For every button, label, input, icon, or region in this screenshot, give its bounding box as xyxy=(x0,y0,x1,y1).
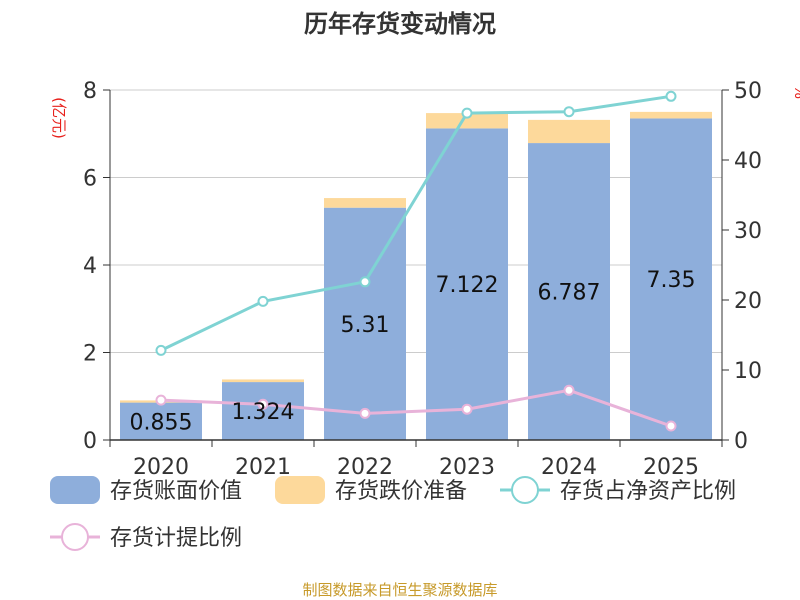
right-axis-tick-label: 0 xyxy=(734,429,748,454)
left-axis-tick-label: 6 xyxy=(83,167,97,192)
legend-label: 存货占净资产比例 xyxy=(560,479,736,504)
lines xyxy=(155,90,677,432)
line-point xyxy=(257,398,269,410)
chart-title: 历年存货变动情况 xyxy=(304,10,496,38)
bar-labels: 0.855 1.324 5.31 7.122 6.787 7.35 xyxy=(130,268,696,435)
axes: 0 2 4 6 8 0 10 20 30 40 50 2020 2021 2022 2023 2024 2025 xyxy=(83,79,762,480)
right-axis-unit: % xyxy=(791,85,800,99)
x-axis-tick-label: 2020 xyxy=(133,455,189,480)
bar-inventory-impairment xyxy=(426,113,508,129)
left-axis-tick-label: 0 xyxy=(83,429,97,454)
right-axis-tick-label: 10 xyxy=(734,359,762,384)
legend-marker-net-assets xyxy=(511,476,539,504)
bar-value-label: 7.35 xyxy=(647,268,696,293)
gridlines xyxy=(110,89,722,353)
bar-inventory-impairment xyxy=(528,119,610,144)
line-point xyxy=(359,276,371,288)
right-axis-tick-label: 20 xyxy=(734,289,762,314)
right-axis-tick-label: 50 xyxy=(734,79,762,104)
left-axis-tick-label: 8 xyxy=(83,79,97,104)
legend-label: 存货计提比例 xyxy=(110,526,242,551)
line-inventory-to-net-assets xyxy=(160,94,672,352)
bar-inventory-impairment xyxy=(630,111,712,119)
legend-swatch-book-value xyxy=(50,476,100,504)
line-point xyxy=(563,384,575,396)
right-axis-tick-label: 40 xyxy=(734,149,762,174)
line-point xyxy=(155,394,167,406)
x-axis-tick-label: 2022 xyxy=(337,455,393,480)
x-axis-tick-label: 2023 xyxy=(439,455,495,480)
data-source-note: 制图数据来自恒生聚源数据库 xyxy=(302,581,497,599)
bar-value-label: 6.787 xyxy=(538,281,601,306)
line-point xyxy=(155,344,167,356)
left-axis-tick-label: 4 xyxy=(83,254,97,279)
line-point xyxy=(665,90,677,102)
bar-value-label: 0.855 xyxy=(130,410,193,435)
line-point xyxy=(665,420,677,432)
bars xyxy=(120,111,712,440)
bar-value-label: 1.324 xyxy=(232,400,295,425)
bar-inventory-book-value xyxy=(630,118,712,440)
x-axis-tick-label: 2025 xyxy=(643,455,699,480)
line-point xyxy=(257,295,269,307)
legend-label: 存货账面价值 xyxy=(110,479,242,504)
line-point xyxy=(359,407,371,419)
bar-inventory-book-value xyxy=(426,128,508,440)
right-axis-tick-label: 30 xyxy=(734,219,762,244)
bar-inventory-impairment xyxy=(222,379,304,383)
line-impairment-ratio xyxy=(160,388,672,428)
left-axis-tick-label: 2 xyxy=(83,342,97,367)
legend-swatch-impairment xyxy=(275,476,325,504)
bar-inventory-book-value xyxy=(324,207,406,440)
left-axis-unit: (亿元) xyxy=(50,97,68,139)
x-axis-tick-label: 2021 xyxy=(235,455,291,480)
legend-label: 存货跌价准备 xyxy=(335,479,467,504)
line-point xyxy=(563,106,575,118)
legend-marker-impairment-ratio xyxy=(61,523,89,551)
x-axis-tick-label: 2024 xyxy=(541,455,597,480)
bar-inventory-book-value xyxy=(222,382,304,440)
bar-value-label: 5.31 xyxy=(341,313,390,338)
line-point xyxy=(461,403,473,415)
bar-inventory-impairment xyxy=(324,198,406,208)
line-point xyxy=(461,107,473,119)
bar-inventory-book-value xyxy=(120,402,202,440)
bar-value-label: 7.122 xyxy=(436,273,499,298)
